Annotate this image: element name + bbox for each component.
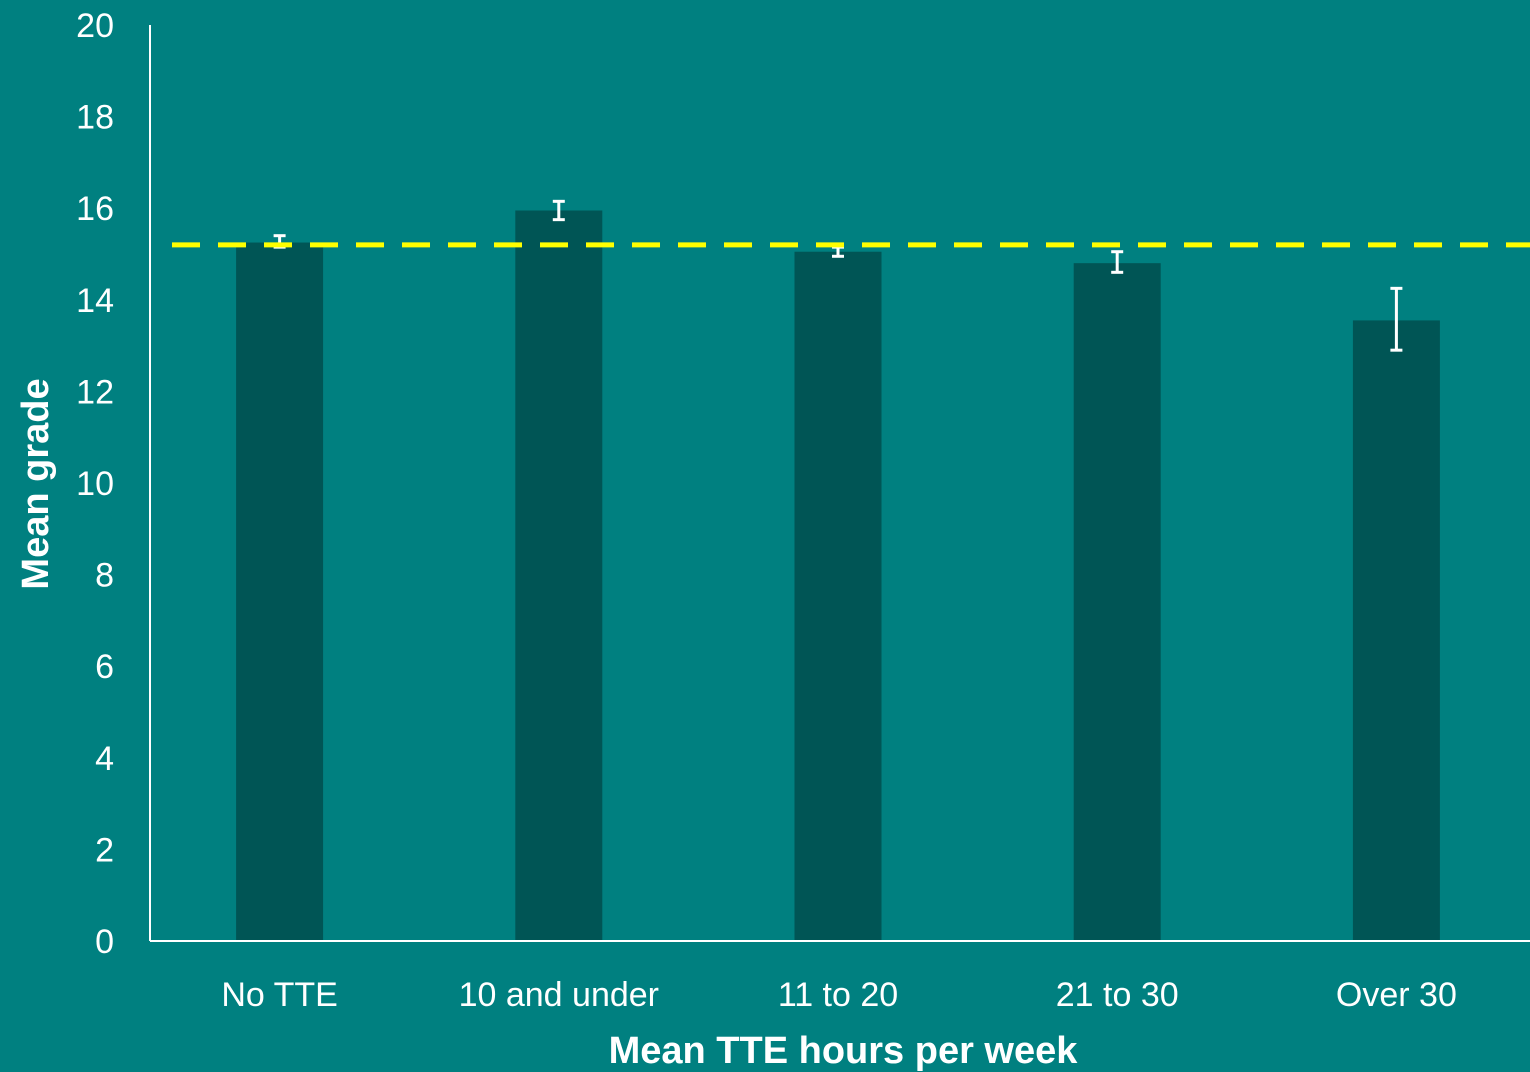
y-tick-labels: 0 2 4 6 8 10 12 14 16 18 20 <box>76 7 114 961</box>
x-tick-label: Over 30 <box>1336 976 1457 1014</box>
bar <box>1073 263 1161 941</box>
y-tick-label: 18 <box>76 99 114 137</box>
y-tick-label: 0 <box>95 923 114 961</box>
bar <box>236 242 324 942</box>
bar <box>515 210 603 942</box>
x-tick-label: 21 to 30 <box>1056 976 1179 1014</box>
bars-group <box>236 210 1440 942</box>
x-tick-label: 11 to 20 <box>778 976 898 1014</box>
y-tick-label: 8 <box>95 557 114 595</box>
x-tick-label: 10 and under <box>459 976 659 1014</box>
y-tick-label: 4 <box>95 740 114 778</box>
bar <box>794 251 882 941</box>
y-tick-label: 20 <box>76 7 114 45</box>
x-axis-title: Mean TTE hours per week <box>609 1030 1079 1072</box>
y-tick-label: 16 <box>76 190 114 228</box>
y-axis-title: Mean grade <box>15 378 57 589</box>
error-bars-group <box>273 199 1403 352</box>
bar <box>1352 320 1440 941</box>
x-tick-labels: No TTE 10 and under 11 to 20 21 to 30 Over 3… <box>221 976 1457 1014</box>
y-tick-label: 2 <box>95 831 114 869</box>
y-tick-label: 14 <box>76 282 114 320</box>
y-tick-label: 10 <box>76 465 114 503</box>
y-tick-label: 6 <box>95 648 114 686</box>
y-tick-label: 12 <box>76 373 114 411</box>
x-tick-label: No TTE <box>221 976 338 1014</box>
